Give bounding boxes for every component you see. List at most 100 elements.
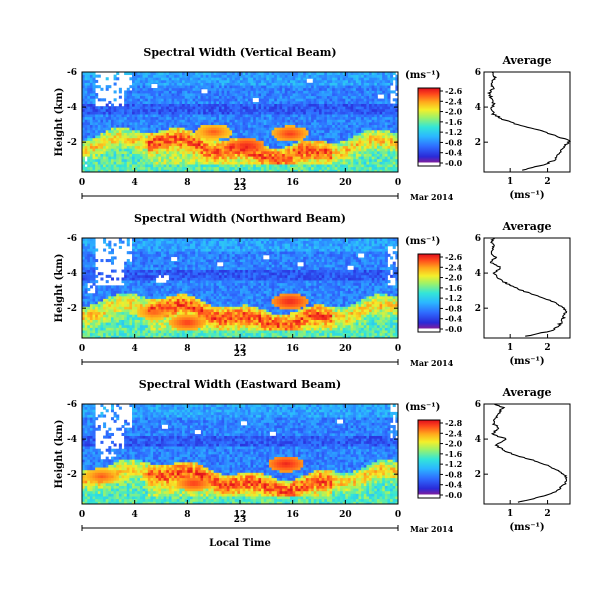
heatmap-cell xyxy=(374,158,378,162)
heatmap-cell xyxy=(329,79,333,83)
heatmap-cell xyxy=(166,137,170,141)
heatmap-cell xyxy=(147,87,151,91)
heatmap-cell xyxy=(382,116,386,120)
heatmap-cell xyxy=(84,240,88,244)
heatmap-cell xyxy=(189,169,193,173)
heatmap-cell xyxy=(290,74,294,78)
heatmap-cell xyxy=(184,108,188,112)
heatmap-cell xyxy=(287,127,291,131)
heatmap-cell xyxy=(97,327,101,331)
heatmap-cell xyxy=(110,127,114,131)
heatmap-cell xyxy=(100,166,104,170)
heatmap-cell xyxy=(276,135,280,139)
heatmap-cell xyxy=(95,319,99,323)
heatmap-cell xyxy=(95,124,99,128)
heatmap-cell xyxy=(226,169,230,173)
heatmap-cell xyxy=(145,87,149,91)
heatmap-cell xyxy=(150,119,154,123)
heatmap-cell xyxy=(211,150,215,154)
heatmap-cell xyxy=(382,87,386,91)
heatmap-cell xyxy=(147,82,151,86)
heatmap-cell xyxy=(124,306,128,310)
heatmap-cell xyxy=(321,90,325,94)
heatmap-cell xyxy=(150,114,154,118)
heatmap-cell xyxy=(337,85,341,89)
heatmap-cell xyxy=(95,288,99,292)
heatmap-cell xyxy=(266,114,270,118)
heatmap-cell xyxy=(142,150,146,154)
heatmap-cell xyxy=(124,148,128,152)
heatmap-cell xyxy=(108,127,112,131)
heatmap-cell xyxy=(208,127,212,131)
heatmap-cell xyxy=(110,103,114,107)
heatmap-cell xyxy=(279,108,283,112)
heatmap-cell xyxy=(253,164,257,168)
heatmap-cell xyxy=(95,274,99,278)
heatmap-cell xyxy=(139,127,143,131)
heatmap-cell xyxy=(176,127,180,131)
heatmap-cell xyxy=(240,111,244,115)
heatmap-cell xyxy=(276,87,280,91)
heatmap-cell xyxy=(208,132,212,136)
heatmap-cell xyxy=(337,148,341,152)
heatmap-cell xyxy=(324,127,328,131)
heatmap-cell xyxy=(134,87,138,91)
heatmap-cell xyxy=(221,114,225,118)
heatmap-cell xyxy=(216,119,220,123)
heatmap-cell xyxy=(150,169,154,173)
heatmap-cell xyxy=(105,259,109,263)
heatmap-cell xyxy=(369,169,373,173)
heatmap-cell xyxy=(150,90,154,94)
heatmap-cell xyxy=(87,82,91,86)
heatmap-cell xyxy=(174,100,178,104)
heatmap-cell xyxy=(326,137,330,141)
heatmap-cell xyxy=(345,150,349,154)
heatmap-cell xyxy=(89,90,93,94)
heatmap-cell xyxy=(253,129,257,133)
heatmap-cell xyxy=(340,114,344,118)
heatmap-cell xyxy=(255,72,259,76)
heatmap-cell xyxy=(319,158,323,162)
heatmap-cell xyxy=(266,145,270,149)
heatmap-cell xyxy=(100,164,104,168)
heatmap-cell xyxy=(129,98,133,102)
heatmap-cell xyxy=(197,106,201,110)
heatmap-cell xyxy=(363,129,367,133)
heatmap-cell xyxy=(369,158,373,162)
heatmap-cell xyxy=(250,90,254,94)
heatmap-cell xyxy=(142,148,146,152)
heatmap-cell xyxy=(287,72,291,76)
heatmap-cell xyxy=(334,164,338,168)
heatmap-cell xyxy=(134,74,138,78)
heatmap-cell xyxy=(197,87,201,91)
heatmap-cell xyxy=(316,156,320,160)
heatmap-cell xyxy=(345,148,349,152)
heatmap-cell xyxy=(87,85,91,89)
heatmap-cell xyxy=(87,164,91,168)
heatmap-cell xyxy=(229,74,233,78)
heatmap-cell xyxy=(145,145,149,149)
heatmap-cell xyxy=(353,116,357,120)
heatmap-cell xyxy=(95,132,99,136)
heatmap-cell xyxy=(187,72,191,76)
heatmap-cell xyxy=(313,95,317,99)
heatmap-cell xyxy=(105,108,109,112)
heatmap-cell xyxy=(200,106,204,110)
heatmap-cell xyxy=(150,143,154,147)
heatmap-cell xyxy=(234,119,238,123)
heatmap-cell xyxy=(97,137,101,141)
heatmap-cell xyxy=(108,145,112,149)
heatmap-cell xyxy=(168,153,172,157)
heatmap-cell xyxy=(163,137,167,141)
heatmap-cell xyxy=(158,114,162,118)
heatmap-cell xyxy=(287,77,291,81)
heatmap-cell xyxy=(105,332,109,336)
heatmap-cell xyxy=(340,145,344,149)
heatmap-cell xyxy=(363,143,367,147)
heatmap-cell xyxy=(200,82,204,86)
heatmap-cell xyxy=(126,90,130,94)
heatmap-cell xyxy=(213,166,217,170)
heatmap-cell xyxy=(358,77,362,81)
heatmap-cell xyxy=(132,108,136,112)
heatmap-cell xyxy=(229,85,233,89)
